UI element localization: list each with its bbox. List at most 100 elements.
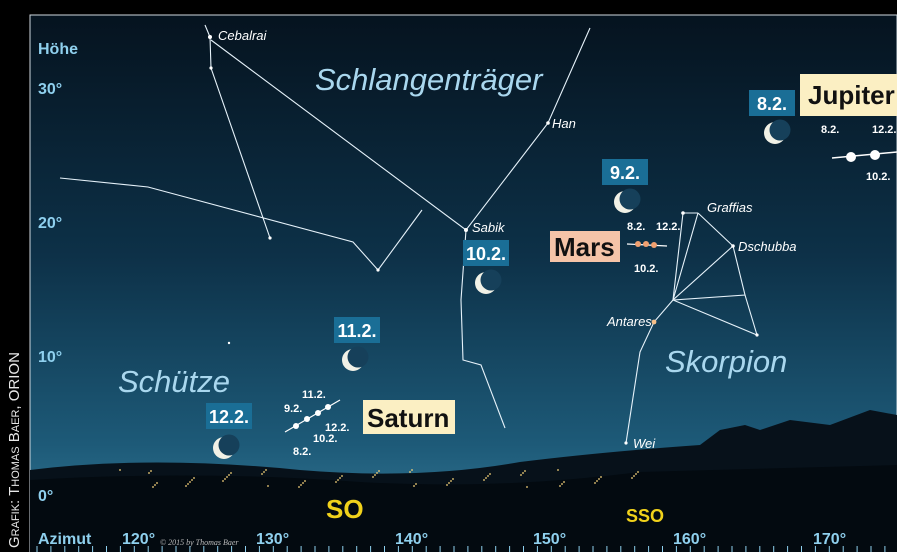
planet-position: [325, 404, 331, 410]
light: [304, 480, 306, 482]
light: [526, 486, 528, 488]
moon-date: 11.2.: [337, 321, 376, 341]
constellation-name: Schütze: [118, 364, 230, 399]
planet-name: Mars: [554, 232, 615, 262]
planet-position: [651, 242, 657, 248]
star: [376, 268, 379, 271]
star: [652, 320, 657, 325]
light: [335, 481, 337, 483]
light: [559, 485, 561, 487]
light: [261, 473, 263, 475]
planet-date: 12.2.: [656, 221, 680, 233]
light: [409, 471, 411, 473]
star: [464, 228, 468, 232]
azimuth-label: 150°: [533, 531, 566, 548]
moon-date: 10.2.: [466, 244, 506, 264]
azimuth-label: 170°: [813, 531, 846, 548]
planet-date: 8.2.: [627, 221, 645, 233]
altitude-label: 0°: [38, 488, 53, 505]
star-name: Cebalrai: [218, 28, 268, 43]
light: [415, 483, 417, 485]
light: [522, 472, 524, 474]
sky-chart: Grafik: Thomas Baer, ORION Höhe 30° 20° …: [0, 0, 897, 552]
light: [189, 481, 191, 483]
light: [150, 470, 152, 472]
moon-shadow: [620, 189, 641, 210]
light: [411, 469, 413, 471]
moon-shadow: [219, 435, 240, 456]
light: [594, 482, 596, 484]
star-name: Sabik: [472, 220, 506, 235]
light: [228, 474, 230, 476]
moon-shadow: [348, 347, 369, 368]
light: [561, 483, 563, 485]
star-name: Wei: [633, 436, 656, 451]
azimuth-title: Azimut: [38, 531, 92, 548]
light: [557, 469, 559, 471]
moon-date: 12.2.: [209, 407, 249, 427]
constellation-name: Skorpion: [665, 344, 787, 379]
light: [230, 472, 232, 474]
light: [483, 479, 485, 481]
light: [376, 472, 378, 474]
star: [755, 333, 758, 336]
planet-date: 8.2.: [293, 446, 311, 458]
planet-position: [846, 152, 856, 162]
light: [631, 477, 633, 479]
light: [152, 486, 154, 488]
light: [337, 479, 339, 481]
light: [452, 478, 454, 480]
planet-name: Saturn: [367, 403, 449, 433]
planet-date: 12.2.: [872, 124, 896, 136]
light: [450, 480, 452, 482]
light: [191, 479, 193, 481]
planet-position: [293, 423, 299, 429]
light: [520, 474, 522, 476]
light: [222, 480, 224, 482]
light: [563, 481, 565, 483]
planet-date: 10.2.: [634, 263, 658, 275]
light: [485, 477, 487, 479]
direction: SO: [326, 494, 364, 524]
planet-date: 8.2.: [821, 124, 839, 136]
azimuth-label: 120°: [122, 531, 155, 548]
planet-position: [643, 241, 649, 247]
light: [298, 486, 300, 488]
planet-position: [304, 416, 310, 422]
star: [731, 244, 735, 248]
moon-shadow: [481, 270, 502, 291]
light: [600, 476, 602, 478]
light: [119, 469, 121, 471]
light: [265, 469, 267, 471]
light: [156, 482, 158, 484]
planet-date: 11.2.: [302, 389, 326, 401]
star: [268, 236, 271, 239]
light: [185, 485, 187, 487]
light: [487, 475, 489, 477]
star: [624, 441, 627, 444]
star: [546, 121, 550, 125]
light: [596, 480, 598, 482]
star-name: Graffias: [707, 200, 753, 215]
light: [339, 477, 341, 479]
light: [524, 470, 526, 472]
light: [154, 484, 156, 486]
light: [302, 482, 304, 484]
altitude-label: 10°: [38, 349, 62, 366]
light: [341, 475, 343, 477]
light: [378, 470, 380, 472]
planet-position: [315, 410, 321, 416]
light: [193, 477, 195, 479]
planet-date: 10.2.: [313, 433, 337, 445]
azimuth-label: 160°: [673, 531, 706, 548]
light: [148, 472, 150, 474]
direction: SSO: [626, 506, 664, 526]
planet-name: Jupiter: [808, 80, 895, 110]
star-name: Han: [552, 116, 576, 131]
star: [208, 35, 212, 39]
planet-position: [870, 150, 880, 160]
moon-shadow: [770, 120, 791, 141]
star: [209, 66, 212, 69]
star-name: Dschubba: [738, 239, 797, 254]
light: [374, 474, 376, 476]
